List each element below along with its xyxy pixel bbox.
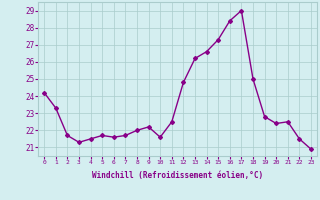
X-axis label: Windchill (Refroidissement éolien,°C): Windchill (Refroidissement éolien,°C)	[92, 171, 263, 180]
